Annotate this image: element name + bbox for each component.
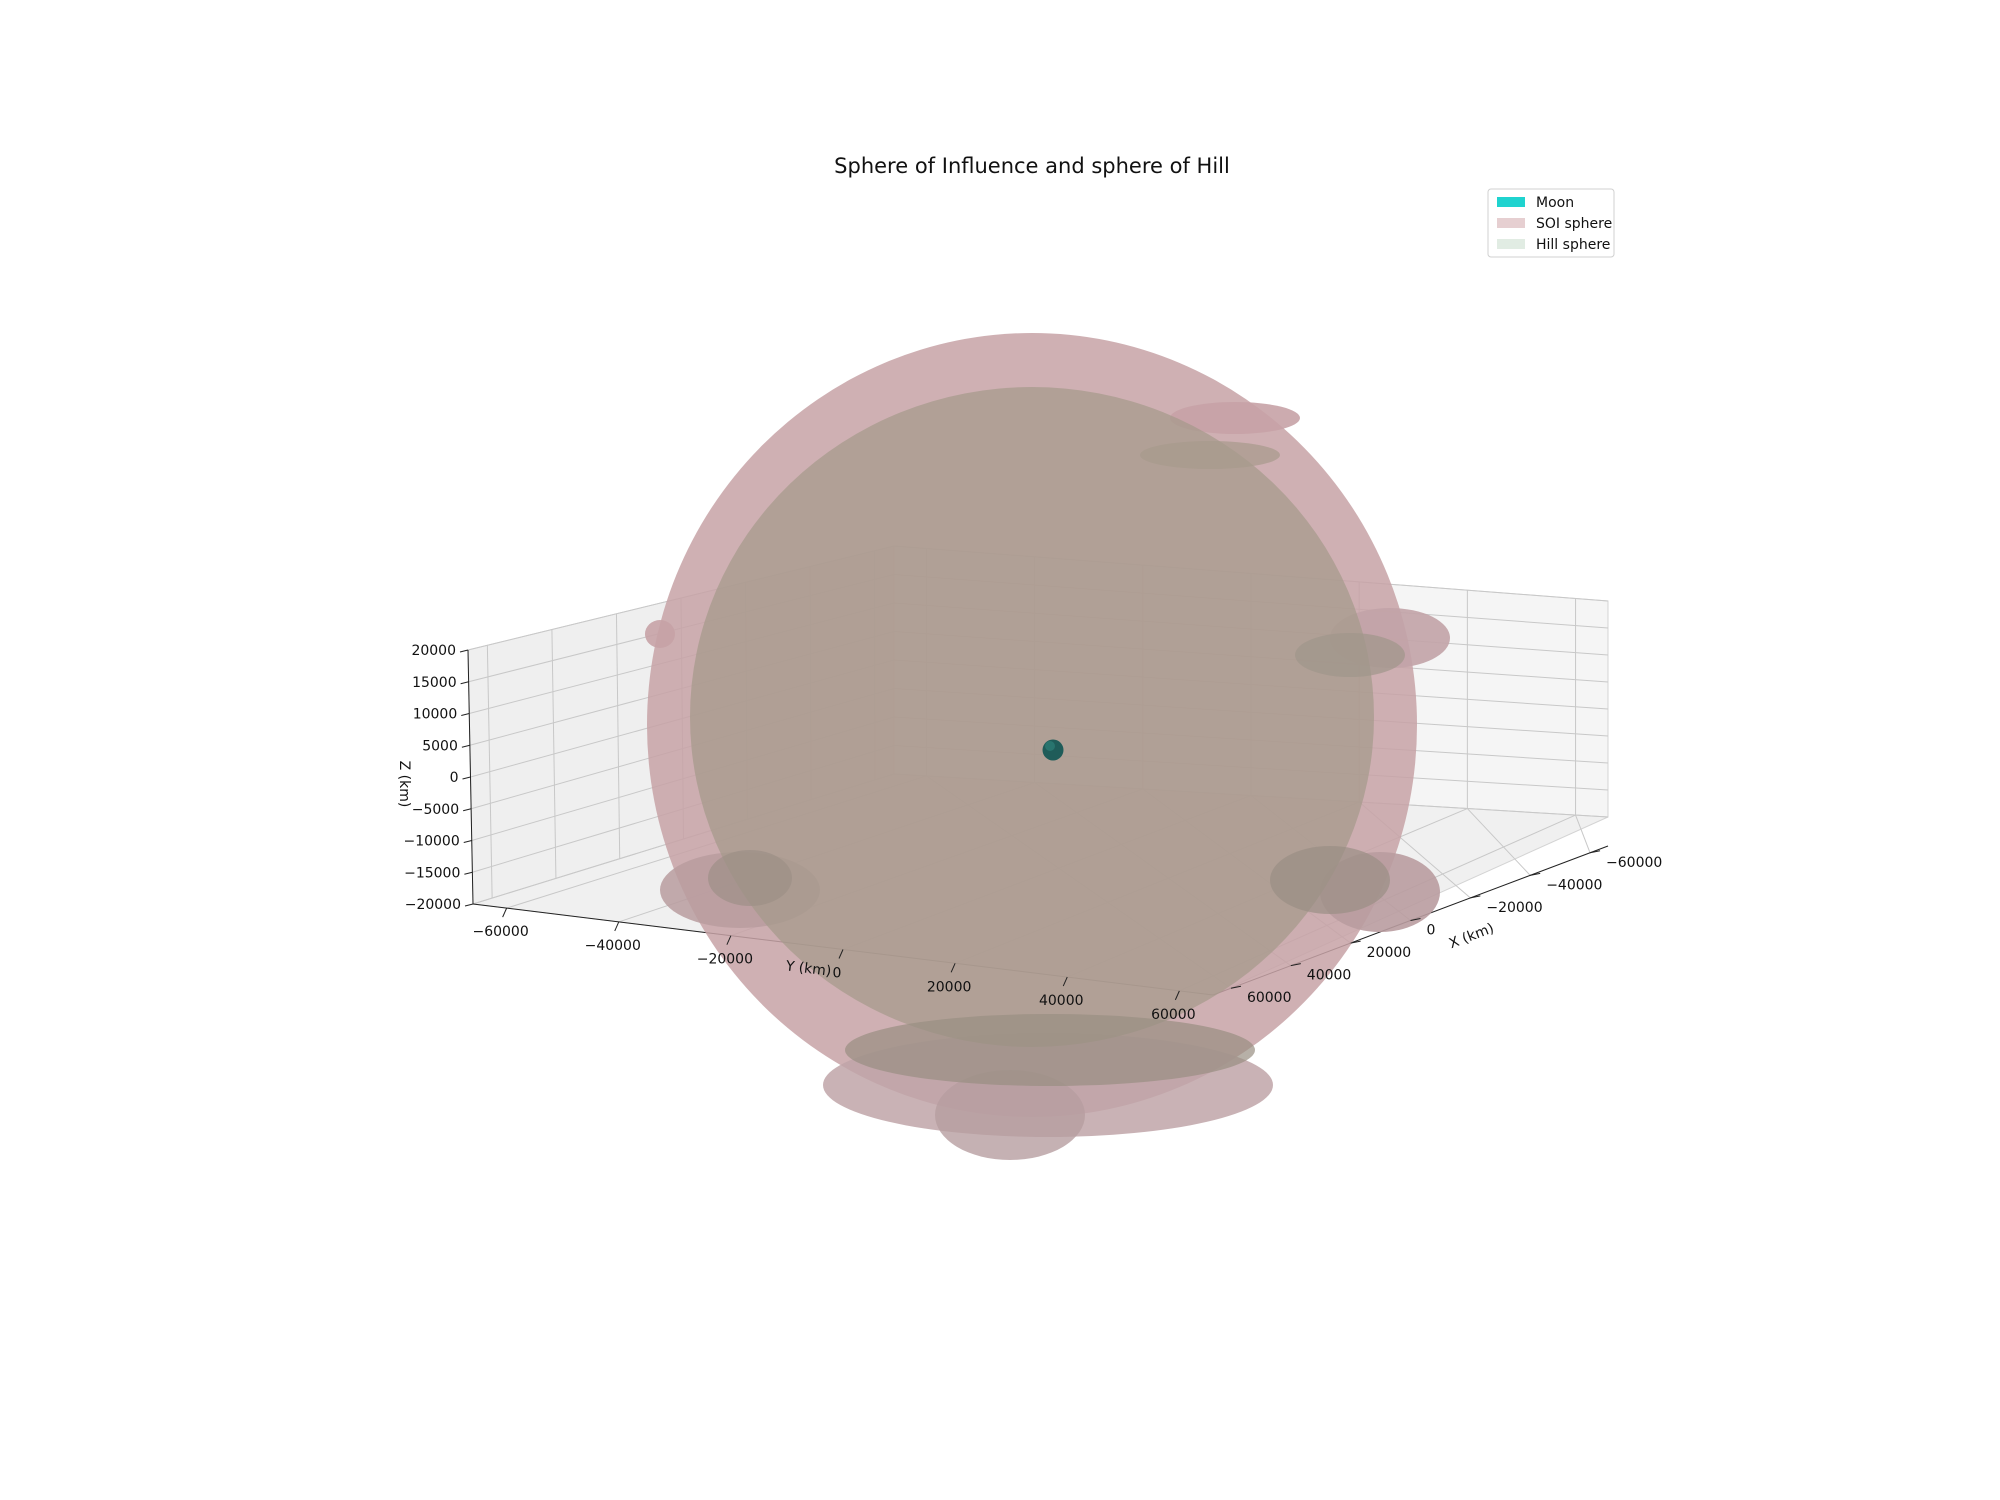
z-tick-mark [461, 744, 470, 748]
x-gridline [1466, 808, 1531, 876]
z-tick-label: 10000 [413, 707, 458, 723]
hill-lobe [845, 1014, 1255, 1086]
legend: Moon SOI sphere Hill sphere [1487, 188, 1615, 258]
x-tick-mark [1589, 850, 1601, 854]
z-tick-mark [463, 808, 472, 812]
x-tick-label: −40000 [1546, 877, 1602, 893]
y-tick-mark [502, 907, 508, 918]
axis-ticks: −60000−40000−200000200004000060000−60000… [403, 643, 1662, 1023]
soi-lobe [1170, 402, 1300, 434]
z-tick-mark [463, 840, 472, 843]
x-tick-label: −20000 [1486, 900, 1542, 916]
x-tick-mark [1290, 963, 1301, 967]
x-axis-label: X (km) [1447, 920, 1496, 952]
z-tick-label: −15000 [404, 865, 460, 881]
hill-sphere [690, 387, 1374, 1047]
legend-swatch [1497, 218, 1525, 228]
x-tick-label: 40000 [1307, 968, 1352, 984]
y-tick-label: −40000 [585, 938, 641, 954]
soi-lobe [935, 1070, 1085, 1160]
z-tick-mark [461, 713, 470, 716]
y-tick-label: 60000 [1151, 1007, 1196, 1023]
z-tick-label: −5000 [412, 802, 459, 818]
hill-lobe [1140, 441, 1280, 469]
hill-lobe [708, 850, 792, 906]
y-tick-mark [950, 963, 956, 973]
y-tick-mark [614, 921, 620, 932]
x-tick-mark [1230, 985, 1242, 989]
x-tick-label: −60000 [1606, 855, 1662, 871]
hill-lobe [1270, 846, 1390, 914]
z-tick-label: −20000 [405, 897, 461, 913]
x-tick-mark [1350, 940, 1361, 944]
y-tick-mark [838, 949, 844, 959]
x-tick-mark [1530, 872, 1541, 876]
hill-lobe [1295, 633, 1405, 677]
z-axis-label: Z (km) [396, 761, 412, 808]
x-tick-mark [1470, 895, 1481, 899]
legend-label: SOI sphere [1536, 216, 1612, 232]
y-tick-mark [1174, 990, 1180, 1001]
y-axis-label: Y (km) [784, 958, 832, 980]
z-tick-label: 5000 [422, 738, 458, 754]
z-tick-mark [460, 681, 469, 685]
x-tick-label: 60000 [1247, 990, 1292, 1006]
x-tick-label: 20000 [1367, 945, 1412, 961]
y-tick-label: 0 [833, 966, 842, 982]
z-tick-mark [464, 871, 473, 875]
x-gridline [1575, 814, 1591, 853]
surfaces [645, 333, 1450, 1160]
z-tick-mark [464, 903, 474, 907]
y-tick-label: −60000 [472, 924, 528, 940]
chart-title: Sphere of Influence and sphere of Hill [834, 154, 1230, 178]
y-tick-label: 20000 [927, 979, 972, 995]
z-tick-mark [459, 649, 469, 653]
legend-swatch [1497, 197, 1525, 207]
z-tick-label: 15000 [412, 675, 457, 691]
legend-swatch [1497, 239, 1525, 249]
y-tick-label: 40000 [1039, 993, 1084, 1009]
z-tick-label: 0 [450, 770, 459, 786]
z-tick-mark [462, 776, 471, 780]
z-tick-label: 20000 [411, 643, 456, 659]
x-tick-label: 0 [1427, 923, 1436, 939]
y-tick-mark [1062, 976, 1068, 987]
legend-label: Hill sphere [1536, 237, 1610, 253]
moon-highlight [1045, 741, 1055, 751]
y-tick-mark [726, 935, 732, 945]
soi-lobe [645, 620, 675, 648]
y-tick-label: −20000 [697, 952, 753, 968]
legend-label: Moon [1536, 195, 1574, 211]
z-tick-label: −10000 [403, 834, 459, 850]
x-tick-mark [1410, 918, 1421, 921]
